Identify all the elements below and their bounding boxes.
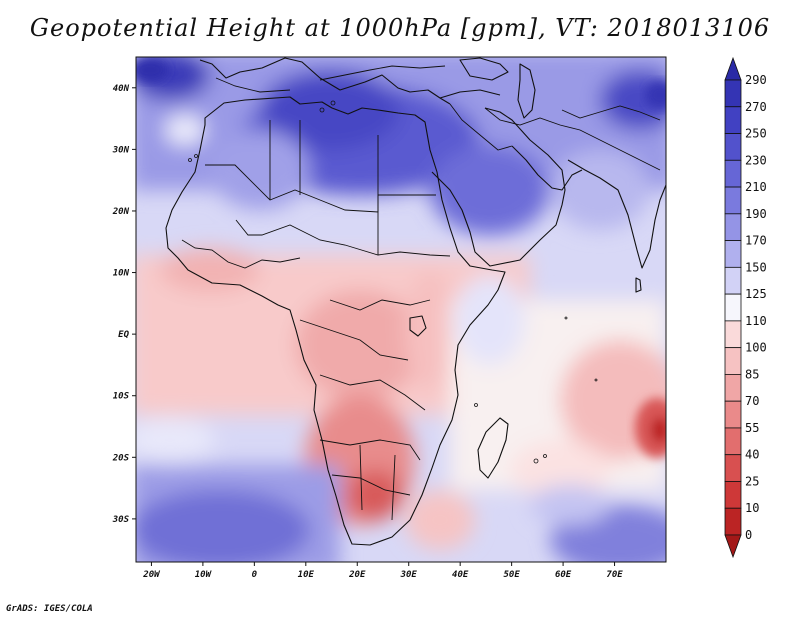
x-axis-ticks: 20W 10W 0 10E 20E 30E 40E 50E 60E 70E: [142, 562, 623, 580]
y-tick-label: 30N: [112, 145, 130, 155]
colorbar-swatch: [724, 454, 742, 482]
x-tick-label: 30E: [400, 570, 418, 580]
colorbar-level-label: 290: [745, 73, 767, 87]
border-line: [319, 374, 426, 461]
colorbar-level-label: 170: [745, 234, 767, 248]
colorbar-level-label: 40: [745, 448, 759, 462]
x-tick-label: 10E: [298, 570, 315, 580]
colorbar-swatch: [724, 79, 742, 108]
colorbar-swatch: [724, 507, 742, 536]
y-tick-label: 20S: [112, 453, 130, 463]
persian-gulf-coastline: [511, 145, 583, 191]
colorbar-level-label: 110: [745, 314, 767, 328]
colorbar-swatch: [724, 400, 742, 429]
colorbar-level-label: 270: [745, 100, 767, 114]
colorbar-level-label: 0: [745, 528, 752, 542]
high-center-north-atlantic: [136, 58, 168, 82]
colorbar-level-label: 25: [745, 474, 759, 488]
x-tick-label: 60E: [555, 570, 572, 580]
colorbar-level-label: 55: [745, 421, 759, 435]
y-axis-ticks: 40N 30N 20N 10N EQ 10S 20S 30S: [112, 84, 136, 525]
border-line: [299, 299, 431, 361]
x-tick-label: 40E: [452, 570, 469, 580]
lake-victoria-outline: [409, 315, 427, 337]
x-tick-label: 10W: [195, 570, 213, 580]
colorbar-swatch: [724, 481, 742, 509]
colorbar-level-label: 125: [745, 287, 767, 301]
border-line: [449, 103, 661, 171]
x-tick-label: 20W: [142, 570, 161, 580]
y-tick-label: 40N: [113, 84, 130, 94]
africa-coastline: [165, 96, 506, 546]
y-tick-label: 30S: [112, 515, 130, 525]
colorbar-level-label: 230: [745, 153, 767, 167]
colorbar-level-label: 250: [745, 127, 767, 141]
chart-title: Geopotential Height at 1000hPa [gpm], VT…: [29, 14, 771, 42]
y-tick-label: EQ: [118, 330, 129, 340]
madagascar-coastline: [477, 417, 509, 479]
colorbar-level-label: 100: [745, 341, 767, 355]
colorbar-swatch: [724, 266, 742, 295]
colorbar-level-label: 150: [745, 260, 767, 274]
colorbar-level-label: 70: [745, 394, 759, 408]
colorbar-swatch: [724, 293, 742, 322]
colorbar-swatch: [724, 240, 742, 268]
colorbar-level-label: 210: [745, 180, 767, 194]
colorbar-swatch: [724, 186, 742, 215]
map-frame: [135, 56, 667, 563]
y-tick-label: 20N: [112, 207, 130, 217]
colorbar-swatch: [724, 159, 742, 188]
colorbar-swatch: [724, 427, 742, 456]
border-line: [215, 65, 446, 93]
colorbar-level-label: 190: [745, 207, 767, 221]
y-tick-label: 10S: [113, 392, 130, 402]
caspian-sea-coastline: [517, 63, 536, 119]
x-tick-label: 50E: [503, 570, 520, 580]
high-center-asia: [645, 81, 666, 109]
islands: [188, 100, 598, 464]
grads-credit: GrADS: IGES/COLA: [6, 604, 93, 614]
coastlines: [165, 57, 666, 546]
x-tick-label: 70E: [606, 570, 623, 580]
y-tick-label: 10N: [113, 269, 130, 279]
south-asia-coastline: [567, 159, 666, 269]
red-sea-arabia-coastline: [431, 107, 566, 267]
x-tick-label: 20E: [348, 570, 366, 580]
map-plot-area: [136, 57, 666, 562]
europe-coastline: [199, 57, 501, 105]
colorbar-swatch: [724, 374, 742, 402]
border-line: [331, 444, 411, 521]
border-line: [181, 239, 301, 269]
low-center-madagascar-east: [635, 398, 666, 458]
border-line: [269, 120, 379, 255]
colorbar-level-label: 85: [745, 367, 759, 381]
colorbar-level-label: 10: [745, 501, 759, 515]
colorbar-swatch: [724, 106, 742, 134]
x-tick-label: 0: [252, 570, 258, 580]
colorbar: 2902702502302101901701501251101008570554…: [724, 56, 767, 559]
country-borders: [181, 65, 661, 521]
colorbar-bottom-arrow: [724, 534, 742, 559]
colorbar-top-arrow: [724, 56, 742, 81]
colorbar-swatch: [724, 347, 742, 375]
border-line: [235, 219, 451, 257]
sri-lanka-coastline: [635, 277, 642, 293]
border-line: [561, 105, 661, 121]
colorbar-swatch: [724, 133, 742, 161]
black-sea-coastline: [459, 57, 509, 81]
colorbar-swatch: [724, 320, 742, 349]
colorbar-swatch: [724, 213, 742, 241]
